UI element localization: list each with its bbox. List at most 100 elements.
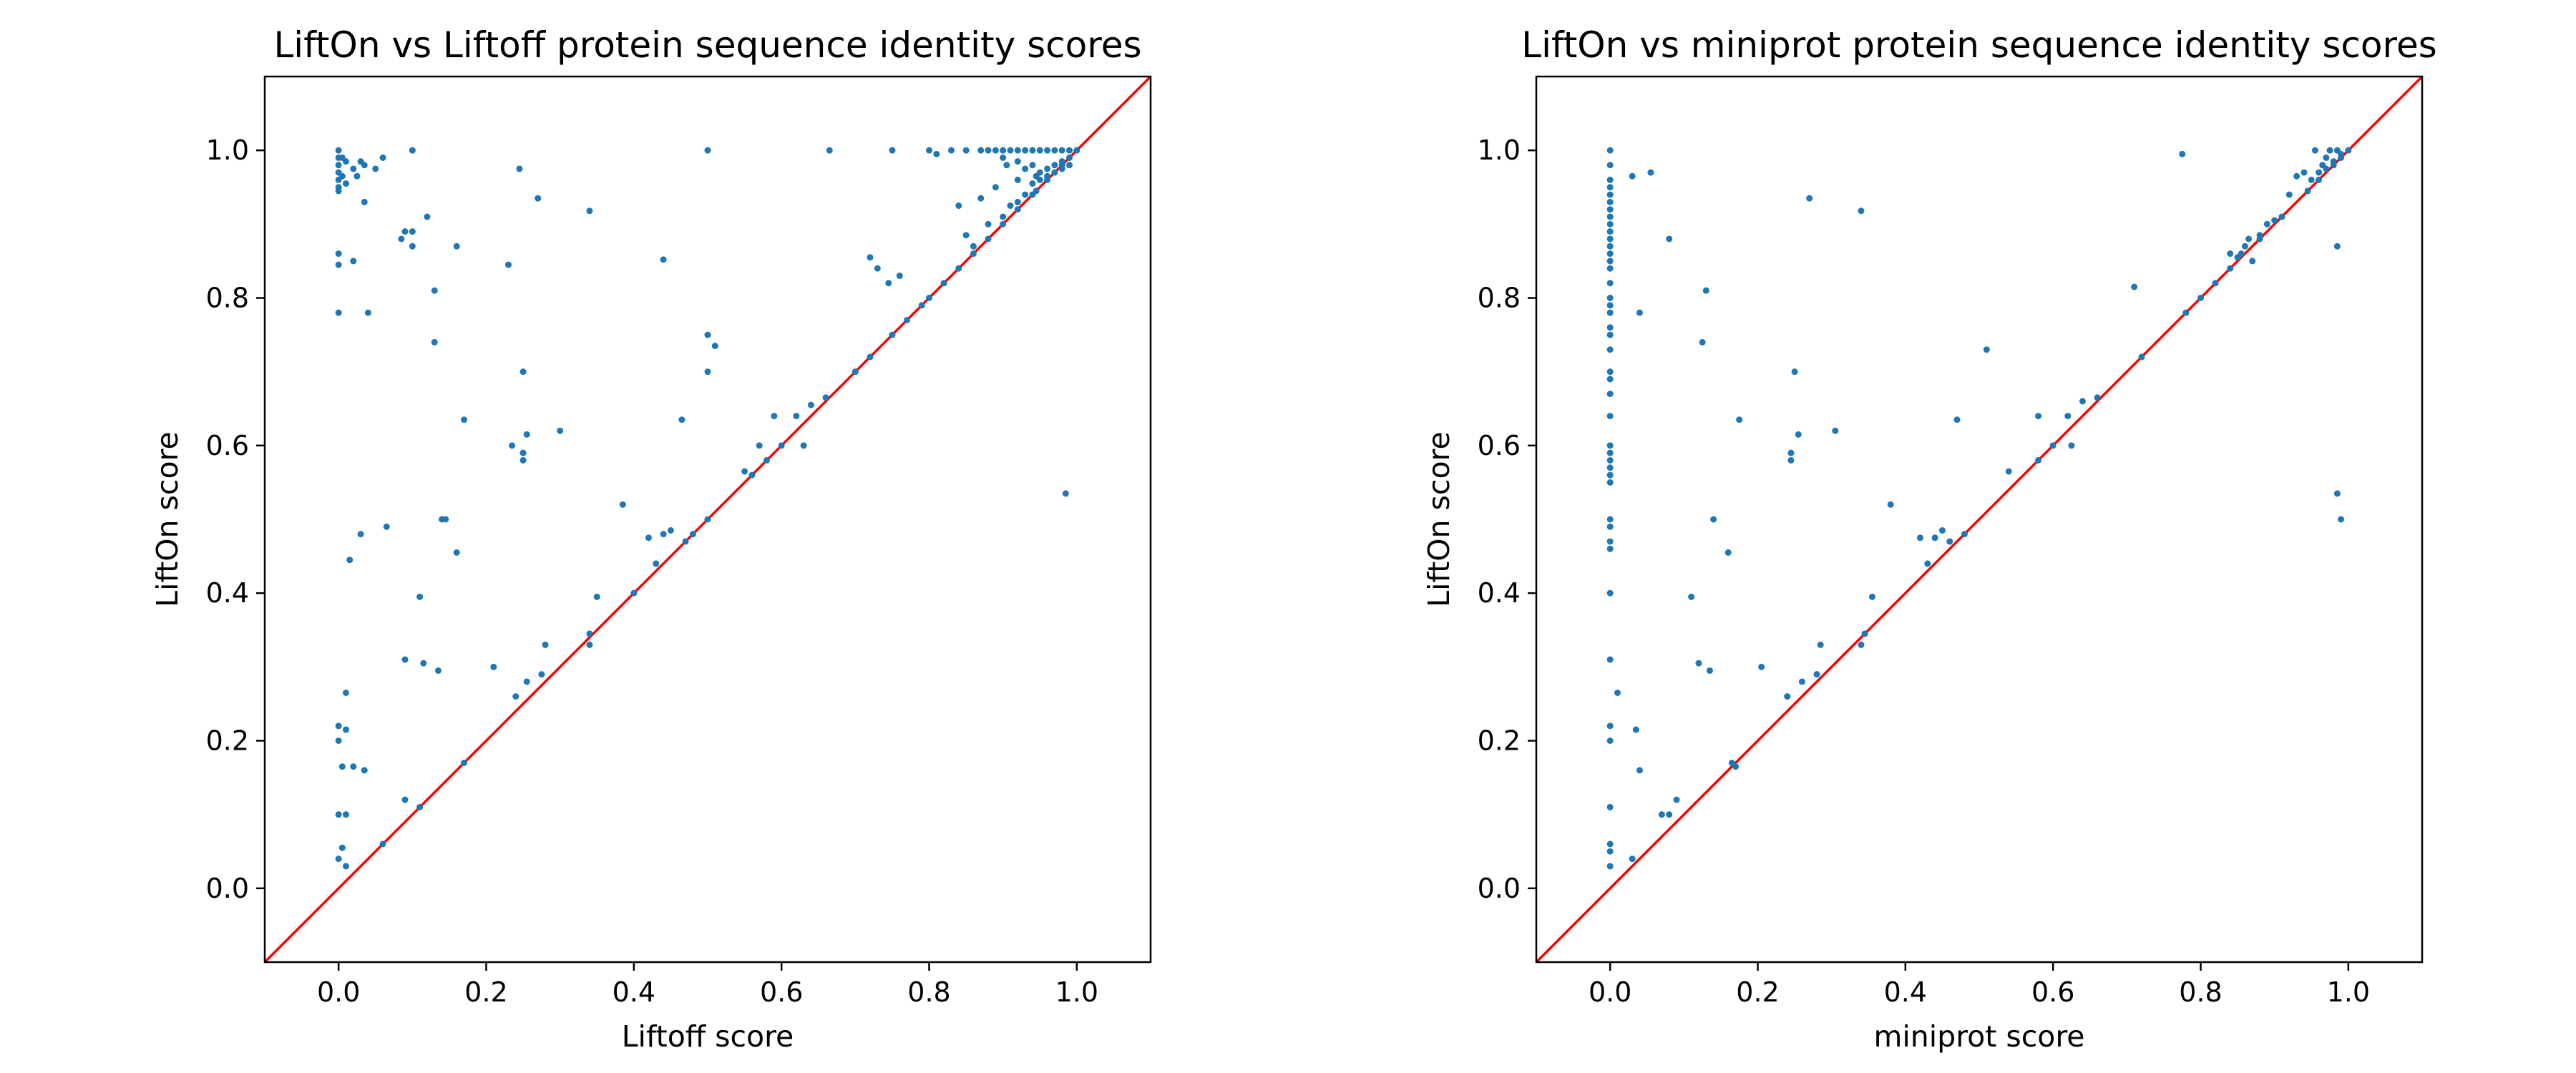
y-tick-label: 0.8 bbox=[206, 283, 249, 314]
scatter-point bbox=[431, 287, 438, 294]
scatter-point bbox=[586, 630, 593, 637]
scatter-point bbox=[2182, 309, 2190, 316]
scatter-point bbox=[1736, 416, 1743, 423]
scatter-point bbox=[434, 667, 441, 674]
scatter-point bbox=[335, 250, 342, 258]
scatter-point bbox=[1931, 534, 1938, 542]
scatter-point bbox=[2304, 187, 2311, 195]
scatter-point bbox=[335, 147, 342, 154]
scatter-point bbox=[985, 235, 992, 242]
scatter-point bbox=[1606, 198, 1614, 205]
scatter-point bbox=[667, 526, 674, 534]
x-tick-label: 1.0 bbox=[1055, 976, 1098, 1008]
scatter-point bbox=[1051, 169, 1058, 176]
scatter-point bbox=[1614, 689, 1621, 696]
scatter-point bbox=[2326, 147, 2333, 154]
scatter-point bbox=[1946, 538, 1953, 545]
scatter-point bbox=[1887, 501, 1894, 508]
scatter-point bbox=[896, 273, 903, 280]
plot-frame bbox=[263, 75, 1152, 964]
scatter-point bbox=[800, 442, 807, 449]
x-ticks: 0.0 0.2 0.4 0.6 0.8 1.0 bbox=[317, 962, 1098, 1008]
scatter-point bbox=[1606, 848, 1614, 855]
scatter-point bbox=[874, 265, 881, 272]
scatter-point bbox=[970, 250, 977, 258]
scatter-point bbox=[711, 343, 718, 350]
scatter-point bbox=[2333, 242, 2341, 250]
scatter-point bbox=[1868, 593, 1875, 600]
scatter-point bbox=[2278, 213, 2285, 220]
scatter-point bbox=[1706, 667, 1713, 674]
scatter-point bbox=[361, 198, 368, 205]
scatter-point bbox=[1044, 165, 1051, 172]
scatter-point bbox=[335, 856, 342, 863]
scatter-point bbox=[1007, 202, 1014, 210]
scatter-point bbox=[678, 416, 686, 423]
scatter-point bbox=[509, 442, 516, 449]
scatter-point bbox=[2245, 235, 2253, 242]
scatter-point bbox=[431, 338, 438, 346]
scatter-point bbox=[933, 150, 940, 157]
scatter-point bbox=[1629, 856, 1636, 863]
scatter-point bbox=[557, 427, 564, 434]
scatter-point bbox=[704, 331, 711, 338]
scatter-point bbox=[1629, 172, 1636, 180]
scatter-point bbox=[2316, 176, 2323, 183]
scatter-point bbox=[346, 557, 353, 564]
scatter-point bbox=[2035, 413, 2042, 420]
scatter-point bbox=[1858, 641, 1865, 648]
scatter-point bbox=[741, 468, 748, 475]
scatter-point bbox=[1606, 523, 1614, 530]
scatter-point bbox=[1861, 630, 1868, 637]
scatter-point bbox=[1014, 206, 1021, 213]
x-axis-label: miniprot score bbox=[1873, 1019, 2084, 1054]
scatter-point bbox=[2131, 283, 2138, 290]
scatter-point bbox=[1606, 479, 1614, 486]
scatter-point bbox=[970, 242, 977, 250]
scatter-point bbox=[2212, 280, 2219, 287]
scatter-point bbox=[1058, 162, 1065, 169]
scatter-point bbox=[653, 560, 660, 567]
x-tick-label: 0.6 bbox=[760, 976, 803, 1008]
scatter-point bbox=[1606, 331, 1614, 338]
scatter-point bbox=[1044, 147, 1051, 154]
scatter-point bbox=[955, 265, 962, 272]
scatter-point bbox=[586, 207, 593, 215]
scatter-point bbox=[1953, 416, 1961, 423]
scatter-point bbox=[398, 235, 405, 242]
scatter-point bbox=[2241, 242, 2248, 250]
scatter-point bbox=[335, 162, 342, 169]
scatter-point bbox=[1000, 147, 1007, 154]
reference-line-layer bbox=[1536, 77, 2422, 962]
scatter-point bbox=[1806, 195, 1813, 202]
scatter-point bbox=[342, 180, 349, 187]
scatter-point bbox=[689, 531, 696, 538]
scatter-point bbox=[1647, 169, 1654, 176]
scatter-point bbox=[519, 449, 527, 456]
y-tick-label: 1.0 bbox=[206, 134, 249, 166]
scatter-point bbox=[1058, 147, 1065, 154]
scatter-point bbox=[1961, 531, 1968, 538]
scatter-point bbox=[1606, 265, 1614, 272]
scatter-point bbox=[904, 316, 911, 323]
x-tick-label: 0.4 bbox=[613, 976, 655, 1008]
plot-frame bbox=[1535, 75, 2424, 964]
scatter-point bbox=[2094, 394, 2101, 401]
scatter-point bbox=[416, 593, 424, 600]
scatter-point bbox=[1029, 180, 1036, 187]
scatter-point bbox=[2338, 516, 2345, 523]
scatter-point bbox=[409, 147, 416, 154]
scatter-point bbox=[2301, 169, 2308, 176]
scatter-point bbox=[342, 158, 349, 165]
scatter-point bbox=[1606, 295, 1614, 301]
scatter-point bbox=[1813, 671, 1820, 678]
scatter-point bbox=[542, 641, 549, 648]
scatter-point bbox=[1606, 376, 1614, 383]
scatter-point bbox=[1606, 235, 1614, 242]
scatter-point bbox=[926, 147, 932, 154]
scatter-point bbox=[962, 147, 970, 154]
scatter-point bbox=[353, 172, 361, 180]
scatter-point bbox=[364, 309, 371, 316]
scatter-point bbox=[1606, 250, 1614, 258]
